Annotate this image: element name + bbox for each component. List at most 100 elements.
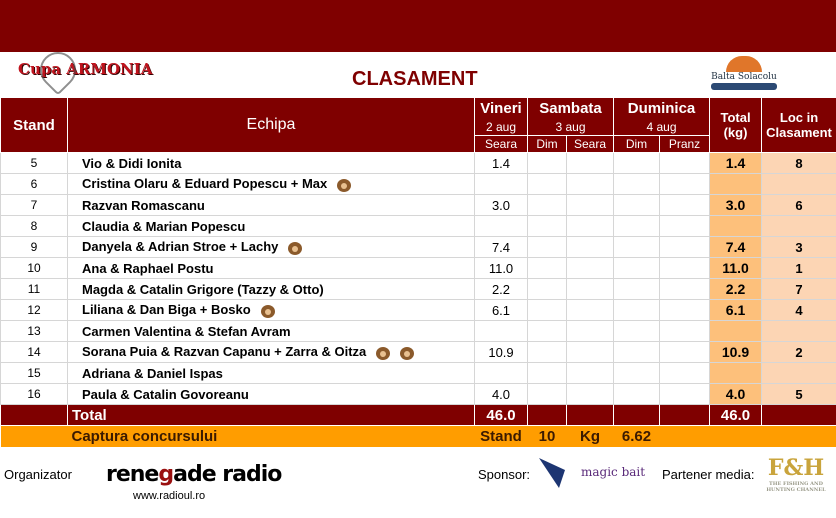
col-sambata: Sambata	[527, 97, 614, 119]
total-cell: 2.2	[709, 278, 763, 300]
stand-cell: 6	[0, 173, 68, 195]
vineri-cell: 3.0	[474, 194, 528, 216]
total-cell: 7.4	[709, 236, 763, 258]
team-name: Claudia & Marian Popescu	[82, 218, 246, 234]
top-banner	[0, 0, 836, 52]
col-team: Echipa	[67, 97, 475, 153]
team-name: Vio & Didi Ionita	[82, 155, 182, 171]
total-cell: 10.9	[709, 341, 763, 363]
team-cell: Adriana & Daniel Ispas	[67, 362, 475, 384]
dog-icon	[400, 346, 415, 360]
table-row: 11 Magda & Catalin Grigore (Tazzy & Otto…	[0, 278, 836, 300]
table-row: 7 Razvan Romascanu 3.0 3.0 6	[0, 194, 836, 216]
loc-cell: 7	[761, 278, 836, 300]
loc-cell	[761, 320, 836, 342]
vineri-cell	[474, 173, 528, 195]
team-name: Danyela & Adrian Stroe + Lachy	[82, 239, 279, 255]
loc-cell	[761, 362, 836, 384]
team-name: Paula & Catalin Govoreanu	[82, 386, 249, 402]
vineri-cell	[474, 320, 528, 342]
loc-cell: 1	[761, 257, 836, 279]
cupa-armonia-logo: Cupa ARMONIA	[18, 44, 152, 96]
team-cell: Carmen Valentina & Stefan Avram	[67, 320, 475, 342]
team-cell: Ana & Raphael Postu	[67, 257, 475, 279]
sambata-dim: Dim	[527, 135, 567, 153]
ranking-table: Stand Echipa Vineri Sambata Duminica Tot…	[0, 97, 836, 447]
loc-cell: 3	[761, 236, 836, 258]
stand-cell: 15	[0, 362, 68, 384]
capture-kg-label: Kg	[566, 425, 614, 447]
total-cell: 6.1	[709, 299, 763, 321]
vineri-cell: 4.0	[474, 383, 528, 405]
dog-icon	[376, 346, 391, 360]
team-cell: Sorana Puia & Razvan Capanu + Zarra & Oi…	[67, 341, 475, 363]
capture-stand: 10	[527, 425, 567, 447]
vineri-date: 2 aug	[474, 118, 528, 136]
team-cell: Paula & Catalin Govoreanu	[67, 383, 475, 405]
loc-cell: 4	[761, 299, 836, 321]
capture-row: Captura concursului Stand 10 Kg 6.62	[0, 425, 836, 447]
total-cell: 4.0	[709, 383, 763, 405]
table-row: 8 Claudia & Marian Popescu	[0, 215, 836, 237]
stand-cell: 8	[0, 215, 68, 237]
team-name: Sorana Puia & Razvan Capanu + Zarra & Oi…	[82, 344, 367, 360]
team-cell: Danyela & Adrian Stroe + Lachy	[67, 236, 475, 258]
fh-logo: F&H THE FISHING AND HUNTING CHANNEL	[766, 455, 826, 493]
capture-label: Captura concursului	[67, 425, 475, 447]
duminica-dim: Dim	[613, 135, 660, 153]
total-cell: 1.4	[709, 152, 763, 174]
total-row: Total 46.0 46.0	[0, 404, 836, 426]
stand-cell: 10	[0, 257, 68, 279]
table-row: 9 Danyela & Adrian Stroe + Lachy 7.4 7.4…	[0, 236, 836, 258]
dog-icon	[260, 304, 275, 318]
team-name: Adriana & Daniel Ispas	[82, 365, 223, 381]
col-total: Total (kg)	[709, 97, 763, 153]
table-row: 13 Carmen Valentina & Stefan Avram	[0, 320, 836, 342]
loc-cell: 2	[761, 341, 836, 363]
vineri-cell: 1.4	[474, 152, 528, 174]
team-name: Cristina Olaru & Eduard Popescu + Max	[82, 176, 328, 192]
duminica-date: 4 aug	[612, 118, 711, 136]
table-row: 5 Vio & Didi Ionita 1.4 1.4 8	[0, 152, 836, 174]
table-row: 16 Paula & Catalin Govoreanu 4.0 4.0 5	[0, 383, 836, 405]
table-row: 12 Liliana & Dan Biga + Bosko 6.1 6.1 4	[0, 299, 836, 321]
total-vineri: 46.0	[474, 404, 528, 426]
stand-cell: 9	[0, 236, 68, 258]
col-loc: Loc in Clasament	[761, 97, 836, 153]
sponsor-label: Sponsor:	[478, 467, 531, 482]
vineri-seara: Seara	[474, 135, 528, 153]
vineri-cell: 10.9	[474, 341, 528, 363]
vineri-cell	[474, 215, 528, 237]
team-cell: Claudia & Marian Popescu	[67, 215, 475, 237]
page-title: CLASAMENT	[352, 68, 478, 90]
total-cell	[709, 173, 763, 195]
sambata-seara: Seara	[566, 135, 614, 153]
table-row: 14 Sorana Puia & Razvan Capanu + Zarra &…	[0, 341, 836, 363]
vineri-cell: 7.4	[474, 236, 528, 258]
stand-cell: 13	[0, 320, 68, 342]
total-label: Total	[67, 404, 475, 426]
loc-cell	[761, 173, 836, 195]
dog-icon	[337, 178, 352, 192]
total-cell: 11.0	[709, 257, 763, 279]
vineri-cell: 11.0	[474, 257, 528, 279]
sambata-date: 3 aug	[527, 118, 614, 136]
loc-cell	[761, 215, 836, 237]
organizer-url[interactable]: www.radioul.ro	[133, 490, 206, 502]
col-vineri: Vineri	[474, 97, 528, 119]
stand-cell: 16	[0, 383, 68, 405]
table-row: 6 Cristina Olaru & Eduard Popescu + Max	[0, 173, 836, 195]
table-row: 15 Adriana & Daniel Ispas	[0, 362, 836, 384]
vineri-cell	[474, 362, 528, 384]
vineri-cell: 2.2	[474, 278, 528, 300]
capture-kg: 6.62	[613, 425, 660, 447]
team-cell: Liliana & Dan Biga + Bosko	[67, 299, 475, 321]
team-cell: Razvan Romascanu	[67, 194, 475, 216]
stand-cell: 11	[0, 278, 68, 300]
duminica-pranz: Pranz	[658, 135, 711, 153]
team-cell: Cristina Olaru & Eduard Popescu + Max	[67, 173, 475, 195]
col-duminica: Duminica	[612, 97, 711, 119]
table-row: 10 Ana & Raphael Postu 11.0 11.0 1	[0, 257, 836, 279]
renegade-radio-logo: renegade radio	[106, 462, 282, 487]
media-label: Partener media:	[662, 467, 755, 482]
